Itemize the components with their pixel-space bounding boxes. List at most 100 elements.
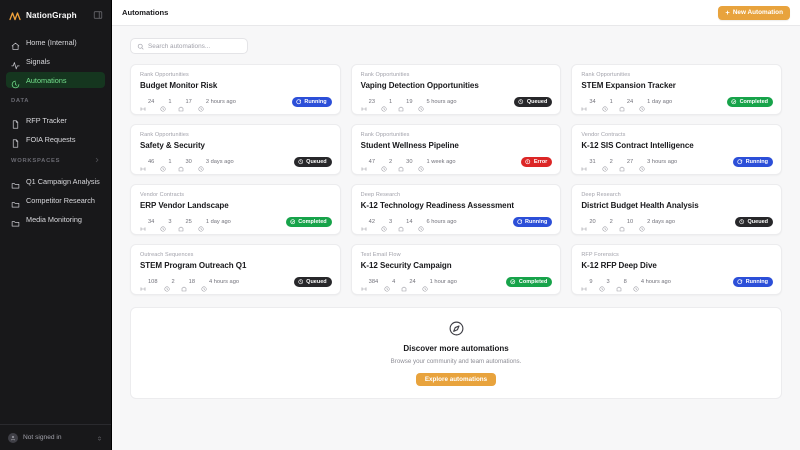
automation-meta-row: 9 3 8 4 hours ago Running <box>581 277 773 292</box>
sidebar-item-signals[interactable]: Signals <box>6 53 105 69</box>
discover-panel: Discover more automations Browse your co… <box>130 307 782 399</box>
status-badge: Queued <box>514 97 553 107</box>
clock-icon <box>639 99 645 112</box>
automation-metrics: 9 3 8 4 hours ago <box>581 279 671 292</box>
sidebar-item-competitor-research[interactable]: Competitor Research <box>6 192 105 208</box>
search-bar[interactable] <box>130 38 248 54</box>
automation-card[interactable]: Vendor Contracts K-12 SIS Contract Intell… <box>571 124 782 175</box>
new-automation-button[interactable]: + New Automation <box>718 5 790 20</box>
sidebar-item-foia-requests[interactable]: FOIA Requests <box>6 131 105 148</box>
sidebar-item-home[interactable]: Home (Internal) <box>6 34 105 50</box>
metric-steps: 30 <box>398 159 412 172</box>
metric-steps-value: 24 <box>409 279 416 285</box>
versions-icon <box>602 219 608 232</box>
chevron-right-icon <box>94 157 100 165</box>
metric-versions: 2 <box>381 159 393 172</box>
automation-category: Vendor Contracts <box>140 192 185 198</box>
automation-card[interactable]: Vendor Contracts ERP Vendor Landscape 34 3 2… <box>130 184 341 235</box>
automation-card[interactable]: RFP Forensics K-12 RFP Deep Dive 9 3 8 4 hour… <box>571 244 782 295</box>
status-running-icon <box>516 219 523 225</box>
automation-card[interactable]: Rank Opportunities Safety & Security 46 1 30… <box>130 124 341 175</box>
metric-runs-value: 34 <box>589 99 596 105</box>
metric-steps: 30 <box>178 159 192 172</box>
metric-updated-value: 1 week ago <box>426 159 456 165</box>
automation-title: Budget Monitor Risk <box>140 81 218 90</box>
section-label-data: DATA <box>11 98 30 104</box>
sidebar-item-label: Signals <box>26 56 50 66</box>
metric-runs: 9 <box>581 279 593 291</box>
status-badge: Queued <box>293 277 332 287</box>
metric-versions-value: 2 <box>388 159 393 165</box>
avatar-icon <box>8 432 18 443</box>
search-input[interactable] <box>148 42 241 50</box>
metric-steps-value: 27 <box>626 159 634 165</box>
automation-card[interactable]: Outreach Sequences STEM Program Outreach … <box>130 244 341 295</box>
sidebar-item-rfp-tracker[interactable]: RFP Tracker <box>6 112 105 129</box>
automation-card[interactable]: Test Email Flow K-12 Security Campaign 384… <box>350 244 562 295</box>
metric-steps: 14 <box>398 219 412 232</box>
automation-metrics: 46 1 30 3 days ago <box>140 159 234 172</box>
discover-title: Discover more automations <box>403 344 509 353</box>
sidebar-item-label: FOIA Requests <box>26 134 76 144</box>
status-badge: Queued <box>293 157 332 167</box>
runs-icon <box>140 159 146 171</box>
sidebar-item-media-monitoring[interactable]: Media Monitoring <box>6 211 105 227</box>
automation-card[interactable]: Deep Research District Budget Health Anal… <box>571 184 782 235</box>
metric-runs: 31 <box>581 159 596 171</box>
metric-updated-value: 4 hours ago <box>209 279 240 285</box>
metric-steps: 8 <box>616 279 627 292</box>
automation-metrics: 23 1 19 5 hours ago <box>361 99 457 112</box>
automation-category: RFP Forensics <box>581 252 619 258</box>
sidebar-item-automations[interactable]: Automations <box>6 72 105 88</box>
steps-icon <box>178 159 184 172</box>
explore-automations-button[interactable]: Explore automations <box>415 373 497 386</box>
status-badge-label: Running <box>745 159 768 165</box>
versions-icon <box>160 219 166 232</box>
automation-meta-row: 34 3 25 1 day ago Completed <box>140 217 332 232</box>
sidebar-item-label: Q1 Campaign Analysis <box>26 176 100 186</box>
versions-icon <box>160 159 166 172</box>
automation-card[interactable]: Deep Research K-12 Technology Readiness A… <box>350 184 562 235</box>
automation-metrics: 34 1 24 1 day ago <box>581 99 673 112</box>
metric-runs: 108 <box>140 279 158 291</box>
status-completed-icon <box>290 219 296 225</box>
file-text-icon <box>11 116 20 129</box>
automation-title: K-12 Technology Readiness Assessment <box>360 201 515 210</box>
panel-toggle-icon[interactable] <box>92 10 103 21</box>
sidebar-item-label: Competitor Research <box>26 195 95 205</box>
automation-metrics: 31 2 27 3 hours ago <box>581 159 678 172</box>
status-badge-label: Completed <box>739 99 768 105</box>
status-badge-label: Running <box>745 279 768 285</box>
status-queued-icon <box>298 279 304 285</box>
clock-icon <box>639 159 645 172</box>
metric-steps: 17 <box>178 99 192 112</box>
metric-updated: 1 hour ago <box>422 279 457 292</box>
status-badge-label: Queued <box>306 159 327 165</box>
sidebar-account-row[interactable]: Not signed in <box>0 424 111 450</box>
status-badge: Completed <box>506 277 553 287</box>
metric-steps-value: 19 <box>406 99 413 105</box>
versions-icon <box>163 279 170 292</box>
automation-card[interactable]: Rank Opportunities Vaping Detection Oppor… <box>350 64 562 115</box>
metric-steps-value: 30 <box>185 159 192 165</box>
metric-versions-value: 1 <box>388 99 393 105</box>
sidebar-item-q1-campaign-analysis[interactable]: Q1 Campaign Analysis <box>6 173 105 189</box>
automation-card[interactable]: Rank Opportunities Student Wellness Pipel… <box>350 124 562 175</box>
sidebar-item-label: RFP Tracker <box>26 115 67 125</box>
automation-title: ERP Vendor Landscape <box>140 201 229 210</box>
metric-runs-value: 47 <box>368 159 375 165</box>
metric-updated-value: 3 hours ago <box>647 159 678 165</box>
metric-steps-value: 8 <box>623 279 627 285</box>
status-badge-label: Queued <box>306 279 327 285</box>
automation-card[interactable]: Rank Opportunities STEM Expansion Tracker… <box>571 64 782 115</box>
section-label-workspaces[interactable]: WORKSPACES <box>0 150 111 169</box>
runs-icon <box>581 279 587 291</box>
metric-updated-value: 1 day ago <box>205 219 231 225</box>
metric-updated-value: 1 day ago <box>647 99 673 105</box>
metric-runs-value: 31 <box>589 159 596 165</box>
metric-steps: 24 <box>619 99 633 112</box>
automation-card[interactable]: Rank Opportunities Budget Monitor Risk 24 1… <box>130 64 341 115</box>
metric-steps: 19 <box>398 99 413 112</box>
metric-steps: 10 <box>619 219 633 232</box>
search-icon <box>137 37 144 55</box>
